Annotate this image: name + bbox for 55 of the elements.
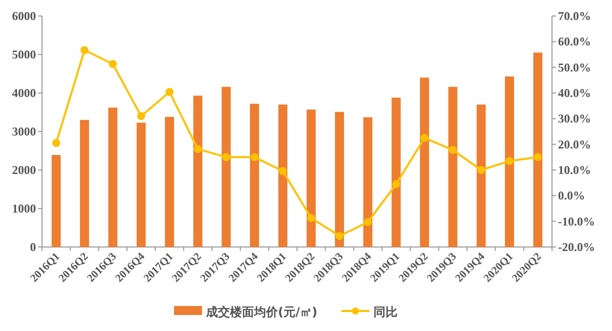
y2-tick-label: 40.0% bbox=[558, 86, 591, 100]
bar bbox=[136, 122, 146, 247]
y2-tick-label: -10.0% bbox=[558, 214, 595, 228]
y-tick-label: 1000 bbox=[12, 202, 36, 216]
y-tick-label: 0 bbox=[30, 240, 36, 254]
y2-tick-label: 20.0% bbox=[558, 137, 591, 152]
point bbox=[364, 218, 372, 226]
bar bbox=[476, 104, 486, 247]
point bbox=[137, 112, 146, 120]
bar bbox=[52, 154, 61, 247]
point bbox=[506, 157, 514, 166]
point bbox=[392, 180, 400, 188]
y2-tick-label: 60.0% bbox=[558, 34, 591, 49]
bar bbox=[392, 98, 401, 247]
legend-label: 同比 bbox=[373, 305, 398, 319]
point bbox=[52, 139, 60, 148]
bar bbox=[193, 96, 202, 247]
bar bbox=[334, 112, 344, 247]
bar bbox=[278, 104, 288, 247]
y-tick-label: 5000 bbox=[12, 48, 36, 62]
point bbox=[166, 88, 174, 96]
y2-tick-label: 30.0% bbox=[558, 112, 591, 126]
bar bbox=[80, 120, 90, 247]
point bbox=[222, 153, 230, 162]
y-tick-label: 2000 bbox=[12, 163, 36, 177]
point bbox=[194, 144, 202, 153]
point bbox=[250, 153, 258, 162]
point bbox=[80, 46, 88, 54]
point bbox=[420, 134, 428, 142]
y2-tick-label: 50.0% bbox=[558, 60, 591, 74]
y-tick-label: 4000 bbox=[12, 86, 36, 100]
point bbox=[534, 153, 542, 162]
bar bbox=[222, 86, 231, 247]
y2-tick-label: 70.0% bbox=[558, 9, 591, 23]
point bbox=[336, 232, 344, 240]
point bbox=[448, 146, 457, 154]
point bbox=[477, 166, 486, 174]
y2-tick-label: 10.0% bbox=[558, 163, 591, 177]
point bbox=[108, 60, 117, 68]
bar bbox=[250, 104, 260, 247]
y-tick-label: 6000 bbox=[12, 9, 36, 23]
point bbox=[278, 167, 287, 176]
bar bbox=[504, 76, 514, 247]
y-tick-label: 3000 bbox=[12, 124, 36, 138]
legend-label: 成交楼面均价(元/㎡) bbox=[205, 305, 318, 319]
bar bbox=[164, 116, 174, 247]
bar bbox=[306, 110, 316, 247]
bar bbox=[448, 86, 458, 247]
y2-tick-label: -20.0% bbox=[558, 240, 595, 254]
bar bbox=[363, 117, 372, 247]
bar bbox=[420, 78, 430, 247]
bar bbox=[533, 52, 542, 247]
y2-tick-label: 0.0% bbox=[558, 188, 585, 203]
bar bbox=[108, 108, 118, 247]
point bbox=[307, 214, 316, 222]
